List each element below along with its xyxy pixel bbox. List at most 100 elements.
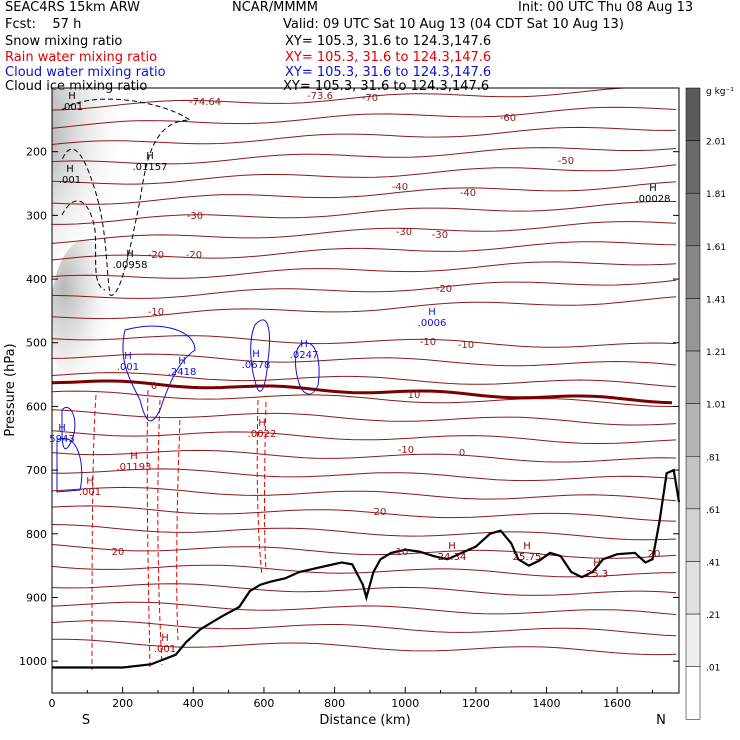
temperature-label: -60: [500, 113, 516, 124]
colorbar-label: 1.21: [706, 348, 726, 358]
field-name-cloud-water: Cloud water mixing ratio: [5, 65, 166, 80]
isotherm-line: [52, 620, 677, 637]
colorbar-swatch: [685, 508, 701, 562]
extremum-label: 25.3: [586, 569, 608, 580]
colorbar-label: .01: [706, 664, 720, 674]
isotherm-line: [52, 200, 677, 225]
temperature-label: -73.6: [307, 91, 333, 102]
isotherm-line: [52, 164, 677, 185]
organization: NCAR/MMMM: [232, 0, 318, 15]
isotherm-line: [52, 468, 677, 482]
extremum-marker: H: [448, 541, 456, 552]
isotherm-line: [52, 335, 677, 348]
field-name-rain: Rain water mixing ratio: [5, 50, 158, 65]
contour-line: [157, 399, 163, 666]
ice-shading: [52, 240, 120, 400]
x-tick-label: 0: [49, 697, 56, 710]
extremum-label: .2418: [168, 367, 197, 378]
x-tick-label: 400: [183, 697, 204, 710]
extremum-marker: H: [146, 151, 154, 162]
x-tick-label: 600: [253, 697, 274, 710]
contour-line: [56, 437, 83, 493]
extremum-marker: H: [428, 307, 436, 318]
extremum-label: .001: [59, 175, 81, 186]
temperature-label: -30: [432, 230, 448, 241]
colorbar-swatch: [685, 140, 701, 194]
extremum-marker: H: [66, 164, 74, 175]
temperature-label: 10: [396, 547, 409, 558]
x-tick-label: 1600: [603, 697, 631, 710]
isotherm-line: [52, 106, 677, 129]
x-tick-label: 1400: [533, 697, 561, 710]
extremum-marker: H: [86, 476, 94, 487]
colorbar-label: 1.01: [706, 401, 726, 411]
extremum-marker: H: [649, 183, 657, 194]
isotherm-line: [52, 524, 677, 541]
isotherm-line: [52, 296, 677, 320]
temperature-label: -10: [420, 337, 436, 348]
contour-line: [61, 407, 76, 450]
extremum-label: .0022: [248, 429, 277, 440]
terrain-line: [52, 468, 681, 669]
ice-shading: [52, 88, 132, 280]
isotherm-line: [52, 544, 677, 559]
colorbar-label: .21: [706, 611, 720, 621]
x-tick-label: 1200: [462, 697, 490, 710]
contour-line: [61, 98, 192, 296]
temperature-label: 0: [151, 381, 157, 392]
isotherm-line: [52, 390, 677, 407]
extremum-label: .001: [79, 487, 101, 498]
field-xy-cloud-ice: XY= 105.3, 31.6 to 124.3,147.6: [283, 79, 490, 94]
extremum-marker: H: [130, 451, 138, 462]
temperature-label: 10: [408, 390, 421, 401]
isotherm-line: [52, 372, 677, 388]
isotherm-line: [52, 505, 677, 522]
contour-line: [295, 342, 320, 395]
x-tick-label: 800: [324, 697, 345, 710]
isotherm-line: [52, 638, 677, 656]
isotherm-line: [52, 88, 633, 111]
colorbar-swatch: [685, 561, 701, 615]
isotherm-line: [52, 181, 677, 205]
extremum-label: .0678: [242, 360, 271, 371]
temperature-label: -74.64: [189, 97, 221, 108]
extremum-label: .01193: [117, 462, 152, 473]
temperature-label: -70: [362, 93, 378, 104]
extremum-label: .001: [61, 102, 83, 113]
isotherm-line: [52, 261, 677, 279]
temperature-label: 20: [648, 549, 661, 560]
colorbar-swatch: [685, 87, 701, 141]
temperature-label: 0: [459, 448, 465, 459]
colorbar-label: .81: [706, 453, 720, 463]
temperature-label: -10: [398, 445, 414, 456]
terrain-profile: [52, 468, 681, 669]
extremum-marker: H: [300, 339, 308, 350]
model-title: SEAC4RS 15km ARW: [5, 0, 141, 15]
colorbar-swatch: [685, 403, 701, 457]
x-tick-label: 1000: [391, 697, 419, 710]
isotherm-line: [52, 279, 677, 299]
contour-line: [264, 401, 267, 571]
x-tick-label: 200: [112, 697, 133, 710]
field-name-snow: Snow mixing ratio: [5, 34, 123, 49]
y-tick-label: 800: [26, 528, 47, 541]
contour-line: [61, 200, 106, 291]
y-tick-label: 600: [26, 400, 47, 413]
temperature-label: -10: [458, 340, 474, 351]
y-tick-label: 700: [26, 464, 47, 477]
isotherm-line: [52, 241, 677, 261]
extremum-marker: H: [124, 351, 132, 362]
colorbar-swatch: [685, 192, 701, 247]
extremum-label: .00028: [636, 194, 671, 205]
extremum-marker: H: [523, 541, 531, 552]
colorbar-label: 2.01: [706, 138, 726, 148]
contour-line: [256, 399, 263, 576]
extremum-label: .0247: [290, 350, 319, 361]
temperature-label: -50: [558, 156, 574, 167]
field-xy-rain: XY= 105.3, 31.6 to 124.3,147.6: [285, 50, 492, 65]
extremum-label: .01157: [133, 162, 168, 173]
temperature-label: -30: [187, 211, 203, 222]
extremum-marker: H: [58, 423, 66, 434]
extremum-label: 5943: [49, 434, 74, 445]
